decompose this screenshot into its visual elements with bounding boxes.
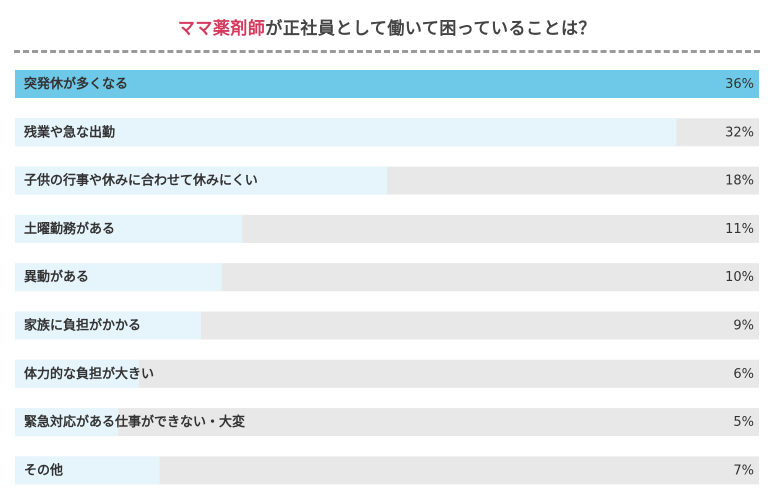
bar-value-label: 5% xyxy=(733,415,754,430)
bar-category-label: その他 xyxy=(24,462,63,478)
chart-title-accent: ママ薬剤師 xyxy=(177,19,266,39)
bar-value-label: 32% xyxy=(725,125,754,140)
bar xyxy=(15,311,201,340)
bar-category-label: 土曜勤務がある xyxy=(24,221,115,237)
bar-row: 家族に負担がかかる 9% xyxy=(15,311,759,340)
bar-row: 突発休が多くなる 36% xyxy=(15,70,759,98)
bar xyxy=(15,359,139,388)
bar xyxy=(15,263,222,292)
bar-value-label: 11% xyxy=(725,222,754,237)
bar-category-label: 突発休が多くなる xyxy=(24,76,128,92)
bar xyxy=(15,456,160,485)
bar-category-label: 体力的な負担が大きい xyxy=(24,366,154,382)
bar-value-label: 9% xyxy=(733,319,754,334)
bar-value-label: 18% xyxy=(725,174,754,189)
bar xyxy=(15,408,119,437)
chart-title-rest: が正社員として働いて困っていることは？ xyxy=(265,19,597,39)
bar-category-label: 残業や急な出勤 xyxy=(24,124,115,140)
title-divider xyxy=(14,50,760,53)
bar xyxy=(15,118,677,147)
bar-row: 緊急対応がある仕事ができない・大変 5% xyxy=(15,408,759,437)
bar-row: その他 7% xyxy=(15,456,759,485)
bar-category-label: 異動がある xyxy=(24,269,89,285)
bar-category-label: 緊急対応がある仕事ができない・大変 xyxy=(24,414,245,430)
bar-category-label: 家族に負担がかかる xyxy=(24,318,141,334)
bar-value-label: 7% xyxy=(733,463,754,478)
bar-row: 異動がある 10% xyxy=(15,263,759,292)
bar-row: 体力的な負担が大きい 6% xyxy=(15,359,759,388)
bar-row: 土曜勤務がある 11% xyxy=(15,214,759,243)
bar xyxy=(15,166,387,195)
bar-value-label: 36% xyxy=(725,77,754,92)
bar xyxy=(15,70,759,98)
bar-value-label: 6% xyxy=(733,367,754,382)
bar xyxy=(15,214,243,243)
bar-category-label: 子供の行事や休みに合わせて休みにくい xyxy=(24,173,258,189)
bar-value-label: 10% xyxy=(725,270,754,285)
bar-row: 子供の行事や休みに合わせて休みにくい 18% xyxy=(15,166,759,195)
bar-track xyxy=(15,408,759,437)
bar-row: 残業や急な出勤 32% xyxy=(15,118,759,147)
chart-title: ママ薬剤師が正社員として働いて困っていることは？ xyxy=(0,14,774,39)
